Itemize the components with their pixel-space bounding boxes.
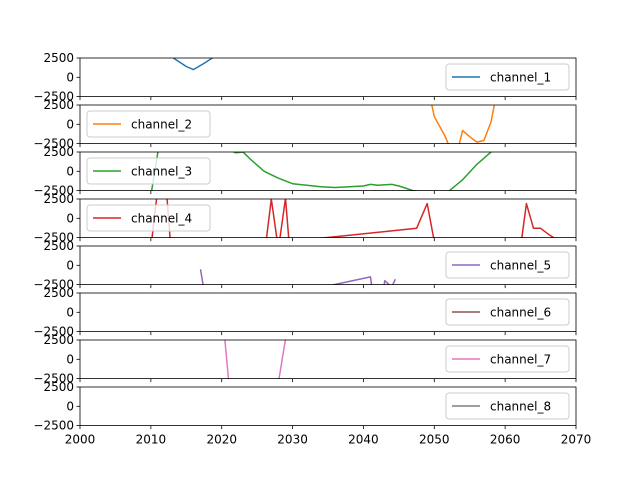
series-line-channel_5 [199, 269, 396, 285]
legend-channel_5: channel_5 [445, 251, 570, 279]
y-tick-label: 2500 [43, 98, 74, 112]
legend-label: channel_2 [131, 118, 192, 132]
y-tick-label: 2500 [43, 192, 74, 206]
y-tick-label: 2500 [43, 51, 74, 65]
legend-label: channel_1 [490, 71, 551, 85]
legend-box [445, 251, 570, 279]
y-tick-label: 0 [66, 305, 74, 319]
legend-channel_1: channel_1 [445, 63, 570, 91]
y-tick-label: −2500 [33, 231, 74, 245]
y-tick-label: −2500 [33, 419, 74, 433]
legend-box [445, 298, 570, 326]
legend-channel_2: channel_2 [86, 110, 211, 138]
legend-box [86, 110, 211, 138]
y-tick-label: −2500 [33, 372, 74, 386]
y-tick-label: 2500 [43, 145, 74, 159]
x-tick-label: 2010 [136, 433, 167, 447]
x-tick-label: 2050 [419, 433, 450, 447]
legend-label: channel_8 [490, 400, 551, 414]
series-line-channel_1 [171, 58, 214, 71]
y-tick-label: −2500 [33, 325, 74, 339]
y-tick-label: −2500 [33, 278, 74, 292]
y-tick-label: 0 [66, 352, 74, 366]
y-tick-label: −2500 [33, 137, 74, 151]
y-tick-label: −2500 [33, 90, 74, 104]
panel-channel_5: 2500 0 −2500 channel_5 [33, 239, 577, 292]
y-tick-label: 2500 [43, 286, 74, 300]
series-line-channel_2 [431, 105, 496, 144]
y-tick-label: 0 [66, 399, 74, 413]
legend-box [86, 157, 211, 185]
legend-channel_7: channel_7 [445, 345, 570, 373]
legend-box [86, 204, 211, 232]
panel-channel_6: 2500 0 −2500 channel_6 [33, 286, 577, 339]
panel-channel_3: 2500 0 −2500 channel_3 [33, 145, 577, 198]
y-tick-label: 0 [66, 211, 74, 225]
legend-channel_3: channel_3 [86, 157, 211, 185]
legend-label: channel_4 [131, 212, 192, 226]
legend-channel_8: channel_8 [445, 392, 570, 420]
panel-channel_1: 2500 0 −2500 channel_1 [33, 51, 577, 104]
legend-channel_4: channel_4 [86, 204, 211, 232]
y-tick-label: 2500 [43, 380, 74, 394]
series-line-channel_3 [150, 152, 493, 191]
y-tick-label: −2500 [33, 184, 74, 198]
legend-label: channel_7 [490, 353, 551, 367]
legend-channel_6: channel_6 [445, 298, 570, 326]
x-tick-label: 2040 [348, 433, 379, 447]
legend-label: channel_5 [490, 259, 551, 273]
y-tick-label: 2500 [43, 239, 74, 253]
legend-label: channel_3 [131, 165, 192, 179]
x-tick-label: 2060 [490, 433, 521, 447]
y-tick-label: 0 [66, 258, 74, 272]
legend-box [445, 63, 570, 91]
panel-channel_2: 2500 0 −2500 channel_2 [33, 98, 577, 151]
x-tick-label: 2070 [561, 433, 592, 447]
x-tick-label: 2020 [206, 433, 237, 447]
panel-channel_4: 2500 0 −2500 channel_4 [33, 192, 577, 245]
legend-label: channel_6 [490, 306, 551, 320]
series-line-channel_4 [151, 199, 555, 238]
x-tick-label: 2000 [65, 433, 96, 447]
y-tick-label: 2500 [43, 333, 74, 347]
legend-box [445, 392, 570, 420]
x-tick-label: 2030 [277, 433, 308, 447]
legend-box [445, 345, 570, 373]
panel-channel_7: 2500 0 −2500 channel_7 [33, 333, 577, 386]
series-line-channel_7 [224, 340, 287, 379]
y-tick-label: 0 [66, 164, 74, 178]
y-tick-label: 0 [66, 70, 74, 84]
y-tick-label: 0 [66, 117, 74, 131]
